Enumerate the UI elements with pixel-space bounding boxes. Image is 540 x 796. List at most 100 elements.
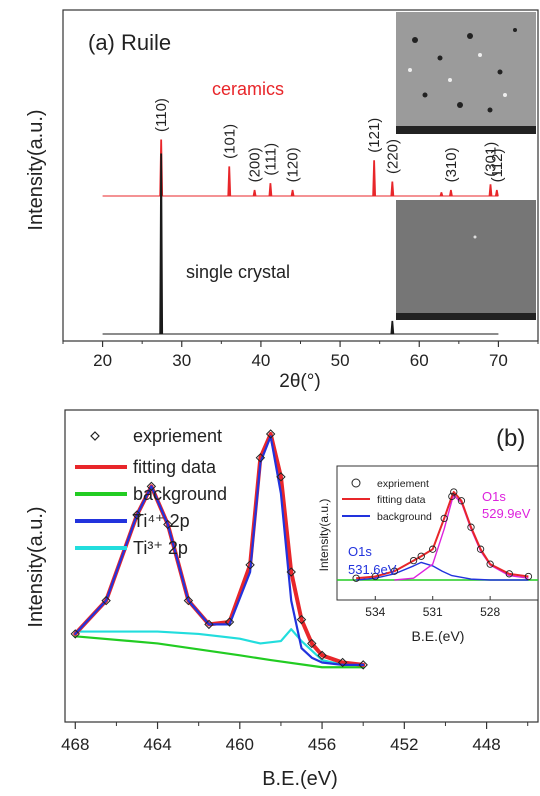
point-expriement bbox=[163, 519, 173, 530]
panel-b-x-tick-label: 464 bbox=[143, 735, 171, 754]
legend-item-fitting-data: fitting data bbox=[75, 457, 217, 477]
peak-label-121: (121) bbox=[366, 118, 383, 153]
point-expriement bbox=[276, 472, 286, 482]
inset-point-expriement bbox=[440, 514, 448, 523]
panel-b-plot bbox=[70, 429, 368, 670]
peak-ceramics-3 bbox=[268, 183, 273, 197]
inset-point-expriement bbox=[450, 488, 458, 496]
legend-item-ti3: Ti³⁺ 2p bbox=[75, 538, 188, 558]
panel-a: (a) Ruile ceramics single crystal (110)(… bbox=[25, 9, 539, 392]
point-expriement bbox=[337, 657, 348, 668]
peak-label-310: (310) bbox=[443, 147, 460, 182]
series-background-line bbox=[74, 635, 365, 669]
inset-legend: expriement fitting data background bbox=[342, 478, 432, 523]
peak-ceramics-5 bbox=[372, 160, 377, 197]
panel-a-x-axis: 20 30 40 50 60 70 bbox=[62, 341, 539, 370]
point-expriement bbox=[286, 567, 296, 577]
panel-a-x-tick-label: 20 bbox=[93, 351, 112, 370]
peak-ceramics-9 bbox=[488, 184, 493, 197]
peak-label-110: (110) bbox=[153, 98, 170, 132]
panel-a-x-tick-label: 70 bbox=[489, 351, 508, 370]
inset-o1s: 534 531 528 expriement fitting data backgr… bbox=[317, 465, 539, 644]
peak-label-301: (301) bbox=[483, 142, 500, 177]
point-expriement bbox=[146, 481, 157, 492]
panel-a-x-tick-label: 50 bbox=[331, 351, 350, 370]
inset-annotation-o1s-531-line1: O1s bbox=[348, 544, 372, 559]
legend-marker-expriement bbox=[90, 431, 100, 441]
panel-a-ceramics-label: ceramics bbox=[212, 79, 284, 99]
panel-a-label: (a) bbox=[88, 30, 115, 55]
peak-label-112: (112) bbox=[489, 148, 506, 182]
panel-b-x-tick-label: 452 bbox=[390, 735, 418, 754]
panel-b-legend: expriement fitting data background Ti⁴⁺ … bbox=[75, 426, 227, 558]
peak-single-crystal-0 bbox=[159, 153, 164, 335]
peak-label-120: (120) bbox=[285, 147, 302, 182]
inset-point-expriement bbox=[371, 572, 379, 581]
panel-a-x-tick-label: 30 bbox=[172, 351, 191, 370]
panel-b-x-tick-label: 460 bbox=[226, 735, 254, 754]
inset-y-axis-label: Intensity(a.u.) bbox=[317, 499, 331, 572]
inset-legend-marker-expriement bbox=[351, 478, 361, 488]
inset-annotation-o1s-529-line1: O1s bbox=[482, 489, 506, 504]
peak-ceramics-10 bbox=[494, 189, 499, 197]
peak-ceramics-1 bbox=[227, 166, 232, 197]
point-expriement bbox=[70, 629, 80, 639]
point-expriement bbox=[358, 660, 368, 670]
legend-label-ti4: Ti⁴⁺ 2p bbox=[133, 511, 190, 531]
inset-x-axis: 534 531 528 bbox=[365, 596, 500, 619]
inset-point-expriement bbox=[409, 556, 418, 565]
inset-series-expriement-markers bbox=[352, 488, 533, 582]
legend-label-ti3: Ti³⁺ 2p bbox=[133, 538, 188, 558]
sem-image-ceramics bbox=[396, 12, 536, 134]
panel-a-plot: (110) (101) (200)(111) (120) (121)(220) (310)… bbox=[102, 98, 506, 335]
inset-x-tick-label: 534 bbox=[365, 605, 385, 619]
inset-x-axis-label: B.E.(eV) bbox=[412, 628, 465, 644]
inset-plot bbox=[337, 488, 538, 582]
peak-ceramics-7 bbox=[439, 192, 444, 197]
inset-point-expriement bbox=[417, 552, 425, 560]
inset-point-expriement bbox=[524, 572, 533, 581]
legend-item-expriement: expriement bbox=[90, 426, 222, 446]
inset-x-tick-label: 528 bbox=[480, 605, 500, 619]
peak-label-220: (220) bbox=[384, 139, 401, 174]
panel-a-single-crystal-label: single crystal bbox=[186, 262, 290, 282]
panel-b: (b) 468 464 460 456 452 448 expriement fittin… bbox=[25, 409, 539, 790]
inset-point-expriement bbox=[486, 560, 494, 568]
legend-item-ti4: Ti⁴⁺ 2p bbox=[75, 511, 190, 531]
point-expriement bbox=[101, 595, 111, 606]
peak-ceramics-4 bbox=[290, 189, 295, 197]
panel-b-y-axis-label: Intensity(a.u.) bbox=[25, 506, 47, 627]
inset-x-tick-label: 531 bbox=[423, 605, 443, 619]
peak-ceramics-6 bbox=[390, 181, 395, 197]
panel-b-x-tick-label: 468 bbox=[61, 735, 89, 754]
inset-point-expriement bbox=[390, 567, 399, 575]
inset-point-expriement bbox=[448, 492, 456, 501]
series-ceramics: (110) (101) (200)(111) (120) (121)(220) (310)… bbox=[102, 98, 506, 197]
peak-label-111: (111) bbox=[262, 143, 279, 176]
point-expriement bbox=[132, 510, 142, 520]
legend-label-background: background bbox=[133, 484, 227, 504]
legend-label-expriement: expriement bbox=[133, 426, 222, 446]
point-expriement bbox=[296, 614, 307, 625]
point-expriement bbox=[317, 650, 327, 661]
peak-label-200: (200) bbox=[247, 147, 264, 182]
sem-image-single-crystal bbox=[396, 200, 536, 320]
panel-a-x-axis-label: 2θ(°) bbox=[279, 371, 320, 392]
inset-annotation-o1s-531-line2: 531.6eV bbox=[348, 562, 397, 577]
inset-point-expriement bbox=[352, 574, 360, 582]
peak-ceramics-8 bbox=[449, 189, 453, 197]
peak-ceramics-2 bbox=[252, 189, 257, 197]
inset-point-expriement bbox=[457, 497, 466, 505]
peak-label-101: (101) bbox=[221, 124, 238, 159]
inset-point-expriement bbox=[429, 545, 437, 553]
inset-legend-label-fitting: fitting data bbox=[377, 494, 426, 506]
inset-series-fitting-data-line bbox=[356, 491, 529, 580]
panel-b-x-axis-label: B.E.(eV) bbox=[262, 768, 338, 790]
point-expriement bbox=[307, 638, 317, 649]
panel-b-x-tick-label: 448 bbox=[472, 735, 500, 754]
inset-point-expriement bbox=[476, 545, 485, 553]
point-expriement bbox=[183, 595, 194, 606]
inset-legend-label-expriement: expriement bbox=[377, 478, 429, 490]
panel-b-x-tick-label: 456 bbox=[308, 735, 336, 754]
point-expriement bbox=[224, 617, 235, 627]
